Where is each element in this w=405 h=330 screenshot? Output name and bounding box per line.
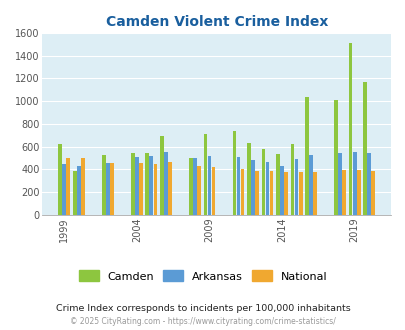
Bar (102, 155, 105, 215)
Bar (251, 160, 254, 215)
Text: © 2025 CityRating.com - https://www.cityrating.com/crime-statistics/: © 2025 CityRating.com - https://www.city… (70, 317, 335, 326)
Bar (247, 143, 250, 215)
Bar (203, 134, 207, 215)
Bar (290, 144, 294, 215)
Bar (371, 171, 374, 215)
Bar (106, 163, 109, 215)
Bar (362, 82, 366, 215)
Bar (337, 153, 341, 215)
Bar (207, 156, 211, 215)
Bar (77, 166, 80, 215)
Title: Camden Violent Crime Index: Camden Violent Crime Index (105, 15, 327, 29)
Bar (305, 97, 308, 215)
Bar (261, 149, 265, 215)
Bar (275, 153, 279, 215)
Bar (236, 157, 240, 215)
Bar (356, 170, 360, 215)
Bar (298, 172, 302, 215)
Bar (110, 163, 113, 215)
Bar (62, 164, 66, 215)
Bar (265, 161, 269, 215)
Bar (145, 153, 149, 215)
Legend: Camden, Arkansas, National: Camden, Arkansas, National (79, 270, 326, 281)
Bar (313, 172, 316, 215)
Bar (196, 166, 200, 215)
Bar (240, 169, 244, 215)
Bar (160, 137, 163, 215)
Bar (348, 43, 352, 215)
Text: Crime Index corresponds to incidents per 100,000 inhabitants: Crime Index corresponds to incidents per… (55, 304, 350, 313)
Bar (81, 158, 85, 215)
Bar (352, 152, 356, 215)
Bar (309, 155, 312, 215)
Bar (153, 164, 157, 215)
Bar (192, 158, 196, 215)
Bar (58, 145, 62, 215)
Bar (284, 172, 287, 215)
Bar (139, 163, 143, 215)
Bar (134, 157, 139, 215)
Bar (294, 159, 298, 215)
Bar (367, 153, 370, 215)
Bar (188, 158, 192, 215)
Bar (66, 158, 70, 215)
Bar (72, 171, 76, 215)
Bar (333, 100, 337, 215)
Bar (211, 167, 215, 215)
Bar (168, 162, 171, 215)
Bar (232, 131, 236, 215)
Bar (149, 156, 153, 215)
Bar (279, 166, 283, 215)
Bar (255, 171, 258, 215)
Bar (164, 152, 167, 215)
Bar (269, 171, 273, 215)
Bar (130, 153, 134, 215)
Bar (341, 170, 345, 215)
